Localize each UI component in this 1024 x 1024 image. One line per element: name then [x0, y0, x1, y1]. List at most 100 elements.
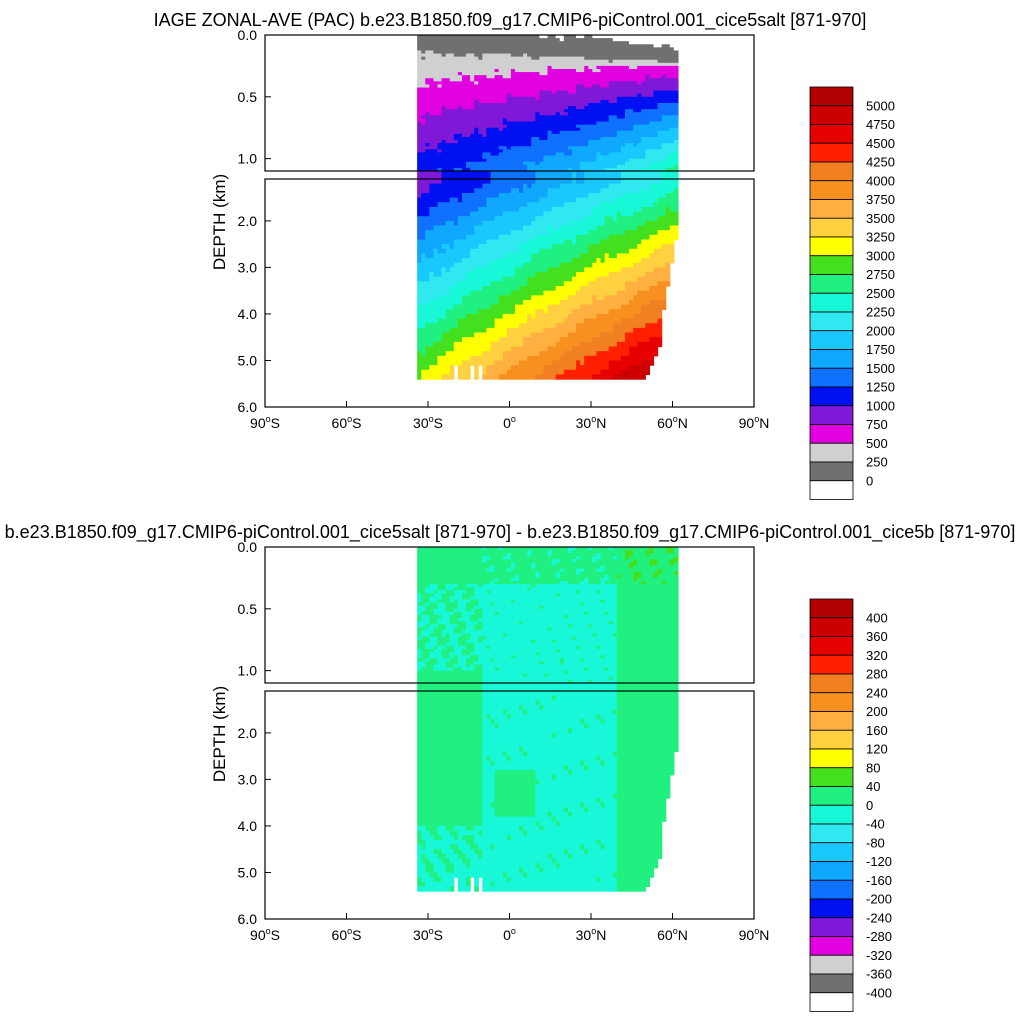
contour-cell [433, 124, 439, 129]
contour-cell [588, 133, 593, 138]
contour-cell [531, 127, 536, 132]
contour-cell [588, 286, 593, 292]
contour-cell [433, 225, 439, 231]
contour-cell [482, 44, 487, 48]
contour-cell [629, 118, 634, 123]
contour-cell [649, 65, 655, 70]
contour-cell [600, 121, 606, 126]
contour-cell [510, 225, 516, 231]
contour-cell [421, 295, 426, 301]
contour-cell [633, 115, 638, 120]
contour-cell [535, 124, 540, 129]
contour-cell [490, 313, 496, 320]
contour-cell [629, 253, 634, 259]
contour-cell [624, 192, 630, 199]
contour-cell [453, 96, 459, 101]
contour-cell [498, 47, 504, 52]
contour-cell [510, 158, 516, 163]
contour-cell [461, 244, 467, 250]
contour-cell [657, 197, 663, 203]
contour-cell [519, 118, 524, 123]
contour-cell [453, 109, 459, 113]
contour-cell [457, 137, 463, 141]
contour-cell [555, 197, 561, 203]
contour-cell [653, 183, 659, 189]
contour-cell [576, 35, 581, 39]
contour-cell [474, 78, 479, 82]
contour-cell [657, 281, 663, 287]
contour-cell [433, 50, 439, 55]
contour-cell [551, 171, 557, 185]
contour-cell [506, 81, 512, 86]
contour-cell [600, 323, 606, 329]
contour-cell [580, 106, 585, 110]
contour-cell [588, 155, 593, 160]
contour-cell [519, 167, 524, 172]
contour-cell [429, 281, 435, 287]
contour-cell [555, 161, 561, 166]
contour-cell [588, 103, 593, 107]
contour-cell [449, 47, 455, 52]
contour-cell [490, 337, 496, 343]
contour-cell [563, 87, 569, 92]
contour-cell [612, 152, 618, 157]
contour-cell [649, 239, 655, 245]
contour-cell [502, 47, 508, 52]
contour-cell [539, 197, 545, 203]
contour-cell [588, 140, 593, 144]
contour-cell [645, 59, 651, 64]
contour-cell [641, 290, 646, 296]
contour-cell [523, 112, 528, 116]
contour-cell [433, 220, 439, 227]
contour-cell [657, 313, 663, 320]
contour-cell [665, 87, 671, 92]
contour-cell [576, 281, 581, 287]
contour-cell [449, 155, 455, 160]
contour-cell [437, 183, 443, 189]
contour-cell [624, 59, 630, 64]
contour-cell [584, 318, 589, 324]
contour-cell [474, 183, 479, 189]
contour-cell [535, 299, 540, 306]
contour-cell [470, 106, 475, 110]
contour-cell [567, 230, 573, 236]
contour-cell [543, 72, 549, 76]
contour-cell [592, 155, 598, 160]
contour-cell [470, 167, 475, 172]
contour-cell [449, 253, 455, 259]
contour-cell [571, 106, 577, 110]
contour-cell [461, 272, 467, 278]
contour-cell [608, 323, 614, 329]
contour-cell [559, 62, 565, 67]
contour-cell [433, 56, 439, 61]
contour-cell [425, 272, 430, 278]
contour-cell [661, 290, 667, 296]
contour-cell [466, 225, 471, 231]
contour-cell [653, 121, 659, 126]
contour-cell [588, 183, 593, 189]
contour-cell [461, 121, 467, 126]
contour-cell [445, 281, 451, 287]
contour-cell [665, 137, 671, 141]
contour-cell [555, 239, 561, 245]
contour-cell [567, 133, 573, 138]
contour-cell [470, 337, 475, 343]
contour-cell [563, 295, 569, 301]
contour-cell [596, 239, 602, 245]
contour-cell [608, 137, 614, 141]
contour-cell [543, 109, 549, 113]
contour-cell [559, 164, 565, 169]
contour-cell [417, 41, 422, 45]
contour-cell [653, 65, 659, 70]
contour-cell [608, 164, 614, 169]
contour-cell [645, 295, 651, 301]
contour-cell [527, 253, 532, 259]
contour-cell [527, 93, 532, 98]
contour-cell [641, 304, 646, 310]
contour-cell [641, 90, 646, 95]
contour-cell [596, 69, 602, 73]
contour-cell [445, 140, 451, 144]
contour-cell [612, 167, 618, 172]
contour-cell [624, 115, 630, 120]
contour-cell [567, 47, 573, 52]
